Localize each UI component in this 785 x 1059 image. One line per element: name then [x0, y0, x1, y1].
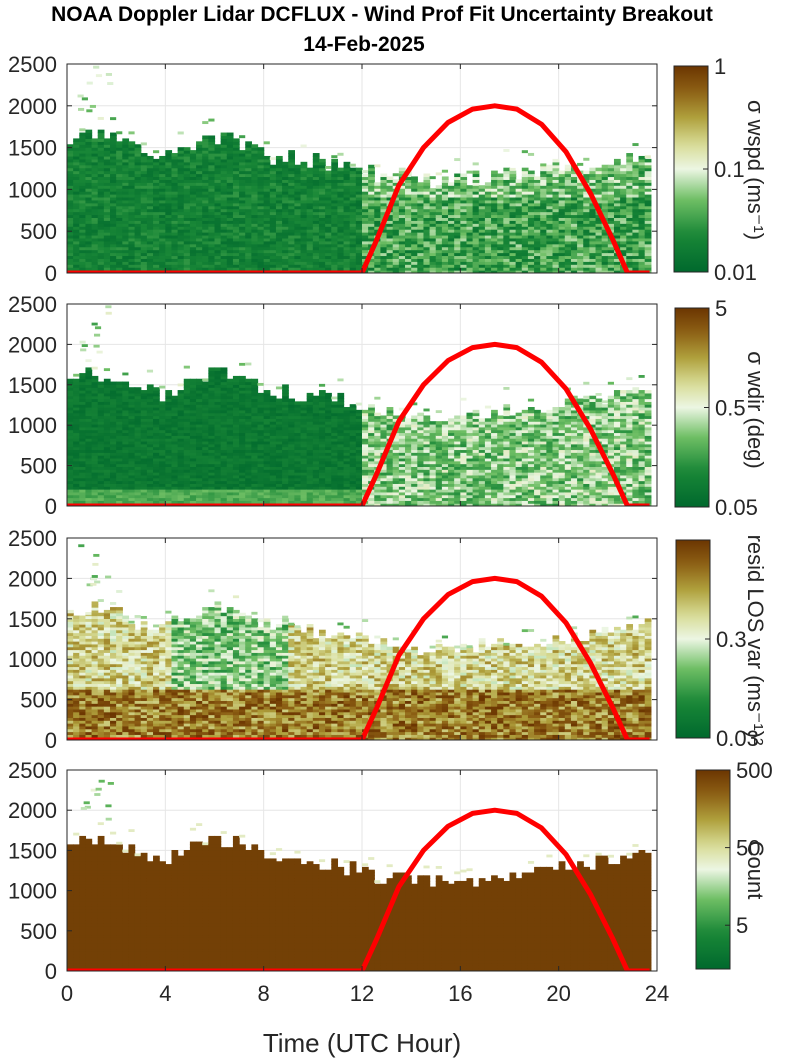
y-tick-label: 2000 [8, 94, 57, 119]
heatmap [67, 779, 652, 971]
y-tick-label: 2500 [8, 52, 57, 77]
colorbar-tick-label: 500 [736, 758, 773, 783]
y-tick-label: 500 [20, 919, 57, 944]
y-tick-label: 2000 [8, 798, 57, 823]
y-tick-label: 1500 [8, 838, 57, 863]
y-tick-label: 2500 [8, 758, 57, 783]
y-tick-label: 2000 [8, 566, 57, 591]
y-tick-label: 1500 [8, 607, 57, 632]
title-line-2: 14-Feb-2025 [303, 33, 425, 56]
y-tick-label: 500 [20, 454, 57, 479]
y-tick-label: 2000 [8, 332, 57, 357]
panel-1: 0 500 1000 1500 2000 2500 1 0.1 0.01 σ wspd (ms⁻¹… [8, 52, 768, 286]
x-tick-label: 16 [448, 981, 472, 1006]
x-tick-label: 8 [258, 981, 270, 1006]
solar-elevation-curve [67, 341, 650, 506]
colorbar-label: σ wspd (ms⁻¹) [743, 100, 768, 240]
colorbar-label: resid LOS var (ms⁻¹)² [743, 535, 768, 746]
y-tick-label: 0 [45, 959, 57, 984]
colorbar-4: 500 50 5 Count [695, 758, 773, 970]
colorbar-tick-label: 50 [736, 836, 760, 861]
colorbar-tick-label: 0.01 [714, 260, 757, 285]
y-tick-label: 0 [45, 261, 57, 286]
x-tick-label: 20 [546, 981, 570, 1006]
solar-elevation-curve [67, 807, 650, 971]
colorbar-tick-label: 0.1 [714, 157, 745, 182]
title-line-1: NOAA Doppler Lidar DCFLUX - Wind Prof Fi… [51, 3, 713, 26]
colorbar-tick-label: 5 [736, 913, 748, 938]
figure-title: NOAA Doppler Lidar DCFLUX - Wind Prof Fi… [0, 0, 785, 60]
y-tick-label: 1000 [8, 647, 57, 672]
y-tick-label: 500 [20, 688, 57, 713]
colorbar-tick-label: 0.3 [716, 627, 747, 652]
panel-4: 0 500 1000 1500 2000 2500 500 50 5 Count [8, 758, 773, 984]
x-tick-label: 0 [61, 981, 73, 1006]
colorbar-tick-label: 1 [714, 54, 726, 79]
y-tick-label: 500 [20, 219, 57, 244]
y-tick-label: 1000 [8, 177, 57, 202]
panel-2: 0 500 1000 1500 2000 2500 5 0.5 0.05 σ wdir (deg) [8, 292, 768, 520]
colorbar-label: Count [743, 841, 768, 900]
y-tick-label: 1000 [8, 879, 57, 904]
heatmap [67, 544, 652, 740]
x-tick-label: 12 [350, 981, 374, 1006]
y-tick-label: 0 [45, 494, 57, 519]
heatmap [67, 305, 652, 506]
colorbar-tick-label: 5 [715, 296, 727, 321]
y-tick-label: 1500 [8, 136, 57, 161]
colorbar-2: 5 0.5 0.05 σ wdir (deg) [674, 296, 768, 520]
colorbar-tick-label: 0.5 [715, 396, 746, 421]
solar-elevation-curve [67, 575, 650, 740]
x-tick-label: 24 [645, 981, 669, 1006]
solar-elevation-curve [67, 103, 650, 273]
x-axis-label: Time (UTC Hour) [263, 1028, 461, 1058]
y-tick-label: 1500 [8, 373, 57, 398]
colorbar-tick-label: 0.03 [716, 726, 759, 751]
y-tick-label: 2500 [8, 292, 57, 317]
colorbar-1: 1 0.1 0.01 σ wspd (ms⁻¹) [673, 54, 768, 285]
colorbar-tick-label: 0.05 [715, 495, 758, 520]
y-tick-label: 0 [45, 728, 57, 753]
y-tick-label: 1000 [8, 413, 57, 438]
y-tick-label: 2500 [8, 526, 57, 551]
x-tick-label: 4 [159, 981, 171, 1006]
heatmap [67, 65, 652, 273]
colorbar-label: σ wdir (deg) [743, 351, 768, 469]
